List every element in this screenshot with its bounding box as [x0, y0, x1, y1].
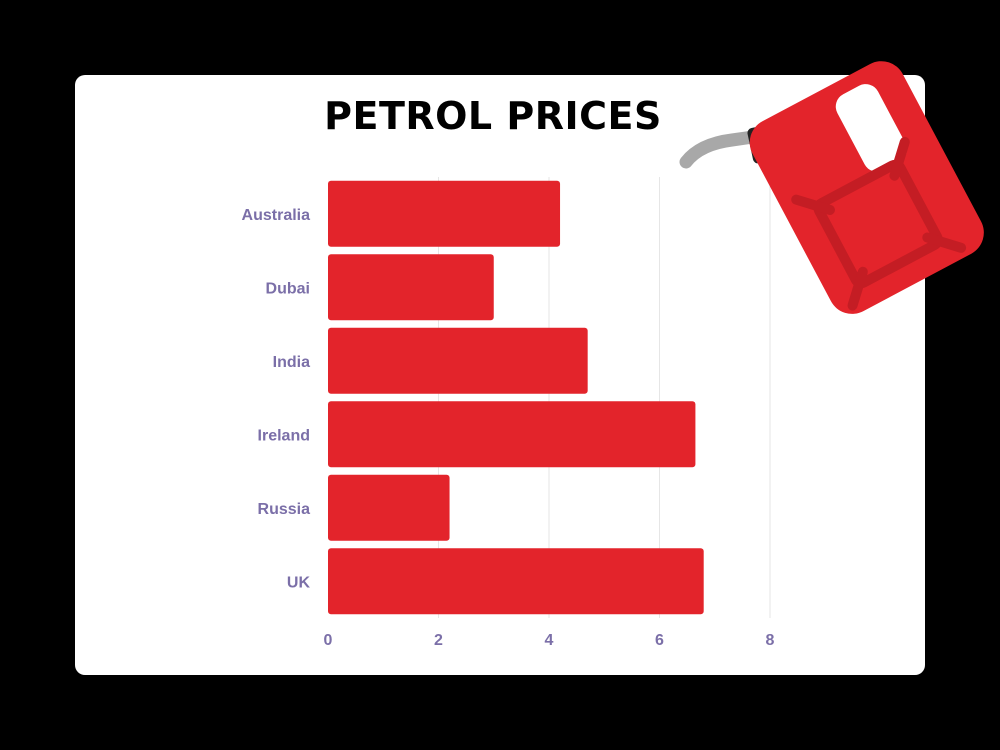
bar-russia	[328, 474, 450, 541]
category-label: Russia	[258, 501, 311, 518]
x-tick-label: 4	[545, 632, 554, 649]
category-label: UK	[287, 574, 311, 591]
bars	[328, 180, 704, 615]
category-label: Australia	[242, 207, 311, 224]
category-label: India	[273, 354, 310, 371]
petrol-can-emboss	[791, 136, 967, 311]
x-tick-label: 0	[324, 632, 333, 649]
bar-ireland	[328, 401, 696, 468]
bar-australia	[328, 180, 561, 247]
category-label: Dubai	[266, 280, 310, 297]
x-tick-label: 8	[766, 632, 775, 649]
chart-title: PETROL PRICES	[324, 94, 662, 138]
bar-uk	[328, 548, 704, 615]
bar-india	[328, 327, 588, 394]
petrol-can-spout	[679, 129, 767, 169]
petrol-can-icon	[679, 61, 984, 314]
grid-lines	[438, 177, 771, 618]
petrol-can-handle	[835, 84, 907, 172]
category-label: Ireland	[258, 427, 310, 444]
bar-dubai	[328, 254, 494, 321]
category-labels: Australia Dubai India Ireland Russia UK	[242, 207, 311, 592]
x-tick-label: 2	[434, 632, 443, 649]
x-tick-label: 6	[655, 632, 664, 649]
x-axis-ticks: 0 2 4 6 8	[324, 632, 775, 649]
